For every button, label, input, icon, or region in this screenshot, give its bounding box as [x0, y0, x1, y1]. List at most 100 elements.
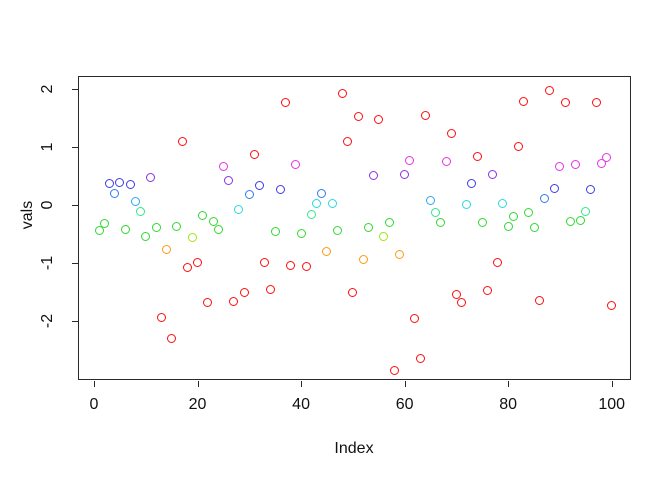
y-axis-tick-label: 1 [39, 142, 56, 152]
data-point [462, 200, 472, 210]
data-point [281, 97, 291, 107]
data-point [394, 250, 404, 260]
data-point [545, 86, 555, 96]
x-axis-tick-label: 20 [188, 396, 207, 413]
data-point [270, 226, 280, 236]
data-point [524, 208, 534, 218]
x-axis-tick [94, 381, 95, 387]
x-axis-tick [404, 381, 406, 387]
x-axis-tick [197, 381, 199, 387]
data-point [177, 136, 187, 146]
data-point [187, 232, 197, 242]
data-point [358, 254, 368, 264]
data-point [348, 287, 358, 297]
plot-area [78, 76, 631, 380]
data-point [596, 159, 606, 169]
data-point [322, 246, 332, 256]
data-point [193, 257, 203, 267]
data-point [167, 334, 177, 344]
data-point [130, 197, 140, 207]
data-point [198, 210, 208, 220]
data-point [94, 226, 104, 236]
data-point [229, 296, 239, 306]
data-point [306, 210, 316, 220]
data-point [529, 222, 539, 232]
y-axis-tick-label: 0 [39, 200, 56, 210]
data-point [105, 178, 115, 188]
data-point [498, 199, 508, 209]
data-point [260, 258, 270, 268]
data-point [519, 96, 529, 106]
x-axis-tick-label: 40 [292, 396, 310, 413]
data-point [446, 129, 456, 139]
data-point [182, 262, 192, 272]
data-point [125, 180, 135, 190]
data-point [508, 211, 518, 221]
data-point [374, 115, 384, 125]
data-point [213, 224, 223, 234]
data-point [534, 296, 544, 306]
y-axis-tick [72, 262, 78, 264]
data-point [560, 97, 570, 107]
data-point [172, 221, 182, 231]
x-axis-label: Index [334, 440, 374, 457]
data-point [120, 225, 130, 235]
data-point [493, 258, 503, 268]
data-point [224, 175, 234, 185]
data-point [565, 217, 575, 227]
data-point [363, 222, 373, 232]
data-point [472, 151, 482, 161]
data-point [275, 184, 285, 194]
data-point [379, 232, 389, 242]
data-point [410, 313, 420, 323]
data-point [265, 285, 275, 295]
data-point [141, 231, 151, 241]
data-point [405, 156, 415, 166]
y-axis-tick-label: -1 [39, 255, 56, 270]
data-point [570, 160, 580, 170]
data-point [332, 225, 342, 235]
data-point [99, 218, 109, 228]
data-point [161, 244, 171, 254]
data-point [317, 189, 327, 199]
data-point [249, 149, 259, 159]
data-point [581, 207, 591, 217]
x-axis-tick [508, 381, 510, 387]
data-point [353, 112, 363, 122]
data-point [555, 162, 565, 172]
data-point [312, 198, 322, 208]
data-point [343, 136, 353, 146]
y-axis-tick [72, 204, 78, 206]
data-point [539, 193, 549, 203]
data-point [110, 189, 120, 199]
data-point [384, 218, 394, 228]
data-point [586, 184, 596, 194]
data-point [426, 196, 435, 206]
data-point [151, 222, 161, 232]
data-point [457, 298, 467, 308]
y-axis-tick [72, 89, 78, 90]
data-point [327, 199, 337, 209]
y-axis-tick-label: 2 [39, 84, 56, 94]
data-point [389, 366, 399, 376]
data-point [482, 285, 492, 295]
data-point [244, 189, 254, 199]
x-axis-tick [611, 381, 613, 387]
data-point [156, 312, 166, 322]
data-point [436, 218, 446, 228]
data-point [451, 290, 461, 300]
data-point [218, 161, 228, 171]
data-point [576, 215, 586, 225]
x-axis-tick-label: 60 [395, 396, 414, 413]
data-point [239, 288, 249, 298]
data-point [514, 141, 523, 151]
data-point [441, 156, 451, 166]
y-axis-tick [72, 320, 78, 322]
x-axis-tick [301, 381, 303, 387]
data-point [286, 260, 296, 270]
data-point [146, 173, 156, 183]
x-axis-tick-label: 0 [89, 396, 99, 413]
data-point [607, 301, 617, 311]
data-point [503, 222, 513, 232]
